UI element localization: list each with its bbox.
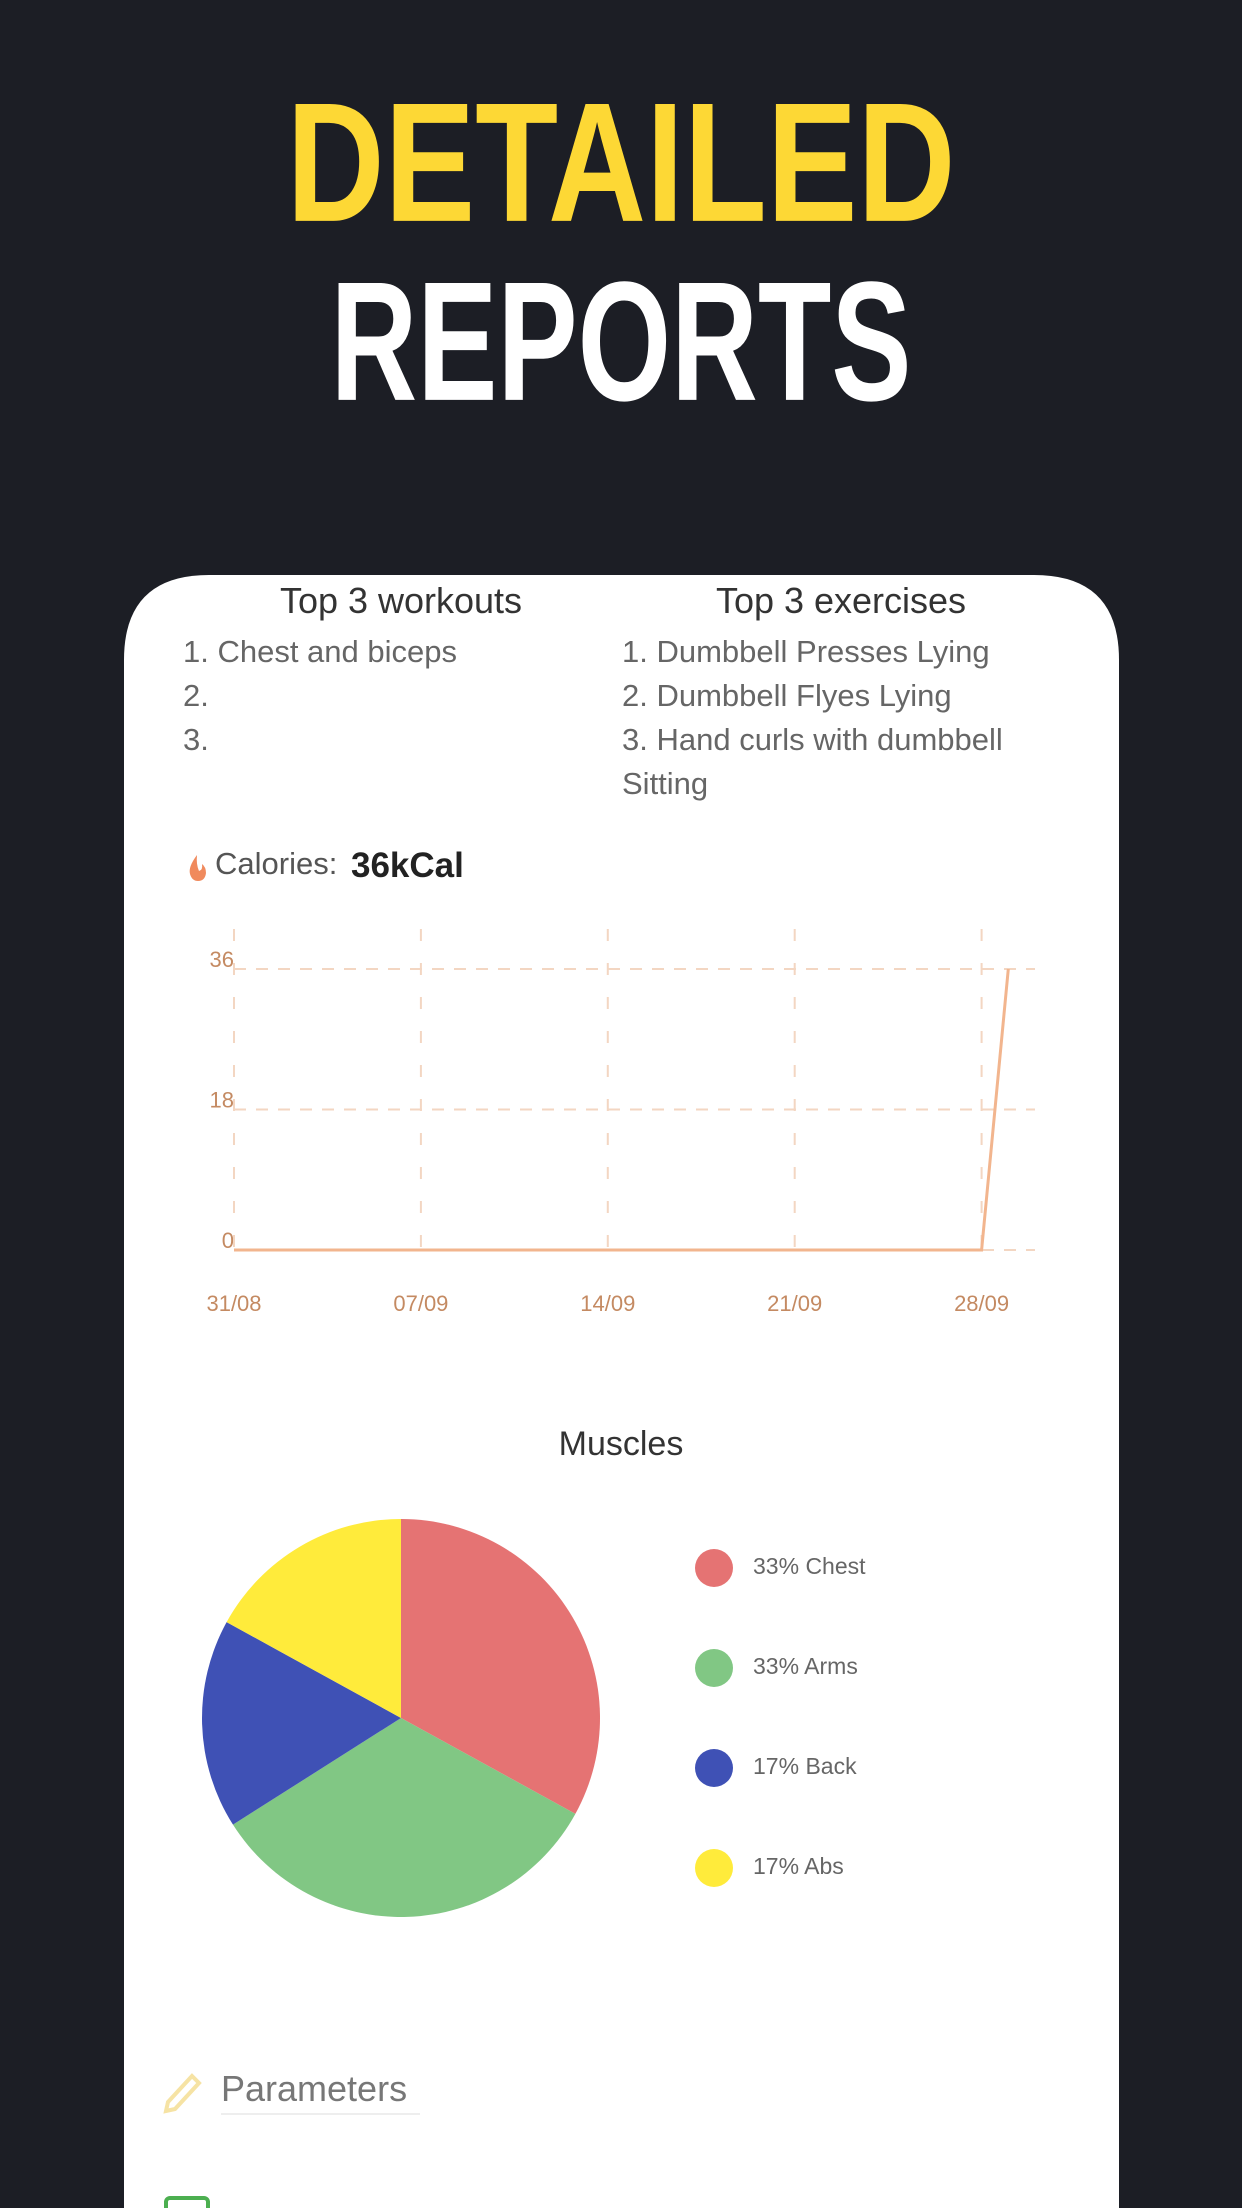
workout-item: 1. Chest and biceps bbox=[183, 634, 458, 669]
list-icon bbox=[164, 2196, 210, 2208]
data-line bbox=[234, 968, 1010, 1252]
charts: 0 18 36 31/08 07/09 14/09 21/09 28/09 Muscles 33%… bbox=[202, 929, 1035, 1917]
legend-label: 17% Back bbox=[753, 1753, 857, 1779]
pie-slice bbox=[226, 1519, 401, 1718]
legend-name: Abs bbox=[804, 1853, 844, 1879]
exercise-item: 2. Dumbbell Flyes Lying bbox=[622, 678, 952, 713]
legend-dot bbox=[695, 1549, 733, 1587]
legend-value: 17% bbox=[753, 1853, 799, 1879]
legend-dot bbox=[695, 1749, 733, 1787]
workout-item: 2. bbox=[183, 678, 209, 713]
pencil-icon bbox=[163, 2073, 202, 2114]
card bbox=[124, 575, 1119, 2208]
workouts-title: Top 3 workouts bbox=[279, 580, 523, 621]
legend-name: Back bbox=[805, 1753, 857, 1779]
exercise-item: 1. Dumbbell Presses Lying bbox=[622, 634, 990, 669]
workouts-list: 1. Chest and biceps 2. 3. bbox=[183, 630, 583, 762]
x-tick-label: 28/09 bbox=[954, 1291, 1009, 1316]
x-tick-label: 31/08 bbox=[206, 1291, 261, 1316]
y-tick-label: 0 bbox=[222, 1228, 234, 1253]
flame-icon bbox=[189, 855, 206, 881]
headline: REPORTS bbox=[331, 247, 912, 437]
legend-value: 33% bbox=[753, 1553, 799, 1579]
x-tick-label: 14/09 bbox=[580, 1291, 635, 1316]
parameters-title[interactable]: Parameters bbox=[221, 2068, 408, 2109]
x-tick-label: 21/09 bbox=[767, 1291, 822, 1316]
x-tick-label: 07/09 bbox=[393, 1291, 448, 1316]
legend-value: 17% bbox=[753, 1753, 799, 1779]
legend-dot bbox=[695, 1649, 733, 1687]
exercise-item: 3. Hand curls with dumbbell Sitting bbox=[622, 722, 1003, 801]
pie-slice bbox=[232, 1718, 576, 1917]
exercises-list: 1. Dumbbell Presses Lying 2. Dumbbell Fly… bbox=[622, 630, 1092, 806]
pie-title: Muscles bbox=[559, 1425, 684, 1463]
calories-label: Calories: bbox=[215, 846, 338, 881]
legend-value: 33% bbox=[753, 1653, 799, 1679]
y-tick-label: 36 bbox=[210, 947, 234, 972]
legend-label: 33% Chest bbox=[753, 1553, 866, 1579]
y-tick-label: 18 bbox=[210, 1087, 234, 1112]
legend-dot bbox=[695, 1849, 733, 1887]
legend-label: 33% Arms bbox=[753, 1653, 858, 1679]
pie-slice bbox=[202, 1622, 401, 1825]
headline: DETAILED bbox=[287, 68, 956, 258]
calories-value: 36kCal bbox=[351, 846, 464, 885]
pie-slice bbox=[401, 1518, 600, 1814]
legend-name: Arms bbox=[804, 1653, 858, 1679]
exercises-title: Top 3 exercises bbox=[715, 580, 967, 621]
legend-name: Chest bbox=[805, 1553, 866, 1579]
legend-label: 17% Abs bbox=[753, 1853, 844, 1879]
workout-item: 3. bbox=[183, 722, 209, 757]
